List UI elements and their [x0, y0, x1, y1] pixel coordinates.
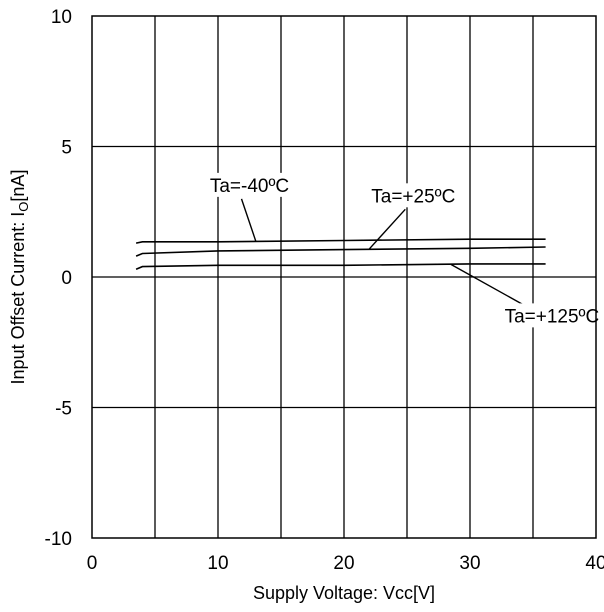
annotation-leader: [240, 198, 257, 242]
x-tick-label: 20: [333, 553, 354, 574]
x-tick-label: 0: [87, 553, 98, 574]
annotation-background: [504, 303, 600, 328]
series-annotation: Ta=+25ºC: [371, 186, 455, 207]
series-annotation: Ta=+125ºC: [505, 306, 600, 327]
annotation-leader: [368, 208, 406, 250]
series-line: [135, 246, 546, 257]
y-axis-label-prefix: Input Offset Current: I: [8, 212, 28, 385]
y-axis-label: Input Offset Current: IO[nA]: [8, 170, 31, 385]
series-line: [135, 238, 546, 244]
annotation-background: [371, 183, 456, 208]
series-group: [135, 238, 546, 270]
annotation-background: [207, 172, 292, 197]
plot-frame: [91, 15, 597, 539]
y-axis-label-suffix: [nA]: [8, 170, 28, 202]
series-line: [135, 263, 546, 270]
tick-labels: 0 10 20 30 40 -10 -5 0 5 10: [45, 7, 604, 574]
y-tick-label: -10: [45, 529, 72, 550]
grid: [92, 16, 596, 538]
y-tick-label: -5: [55, 399, 72, 420]
x-tick-label: 30: [459, 553, 480, 574]
x-tick-label: 10: [207, 553, 228, 574]
x-tick-label: 40: [585, 553, 604, 574]
annotation-group: Ta=-40ºC Ta=+25ºC Ta=+125ºC: [207, 172, 600, 328]
y-tick-label: 10: [51, 7, 72, 28]
y-tick-label: 5: [61, 138, 72, 159]
annotation-leader: [450, 263, 523, 305]
y-axis-label-subscript: O: [16, 202, 31, 212]
x-axis-label: Supply Voltage: Vcc[V]: [253, 583, 435, 603]
series-annotation: Ta=-40ºC: [210, 176, 289, 197]
y-tick-label: 0: [61, 268, 72, 289]
